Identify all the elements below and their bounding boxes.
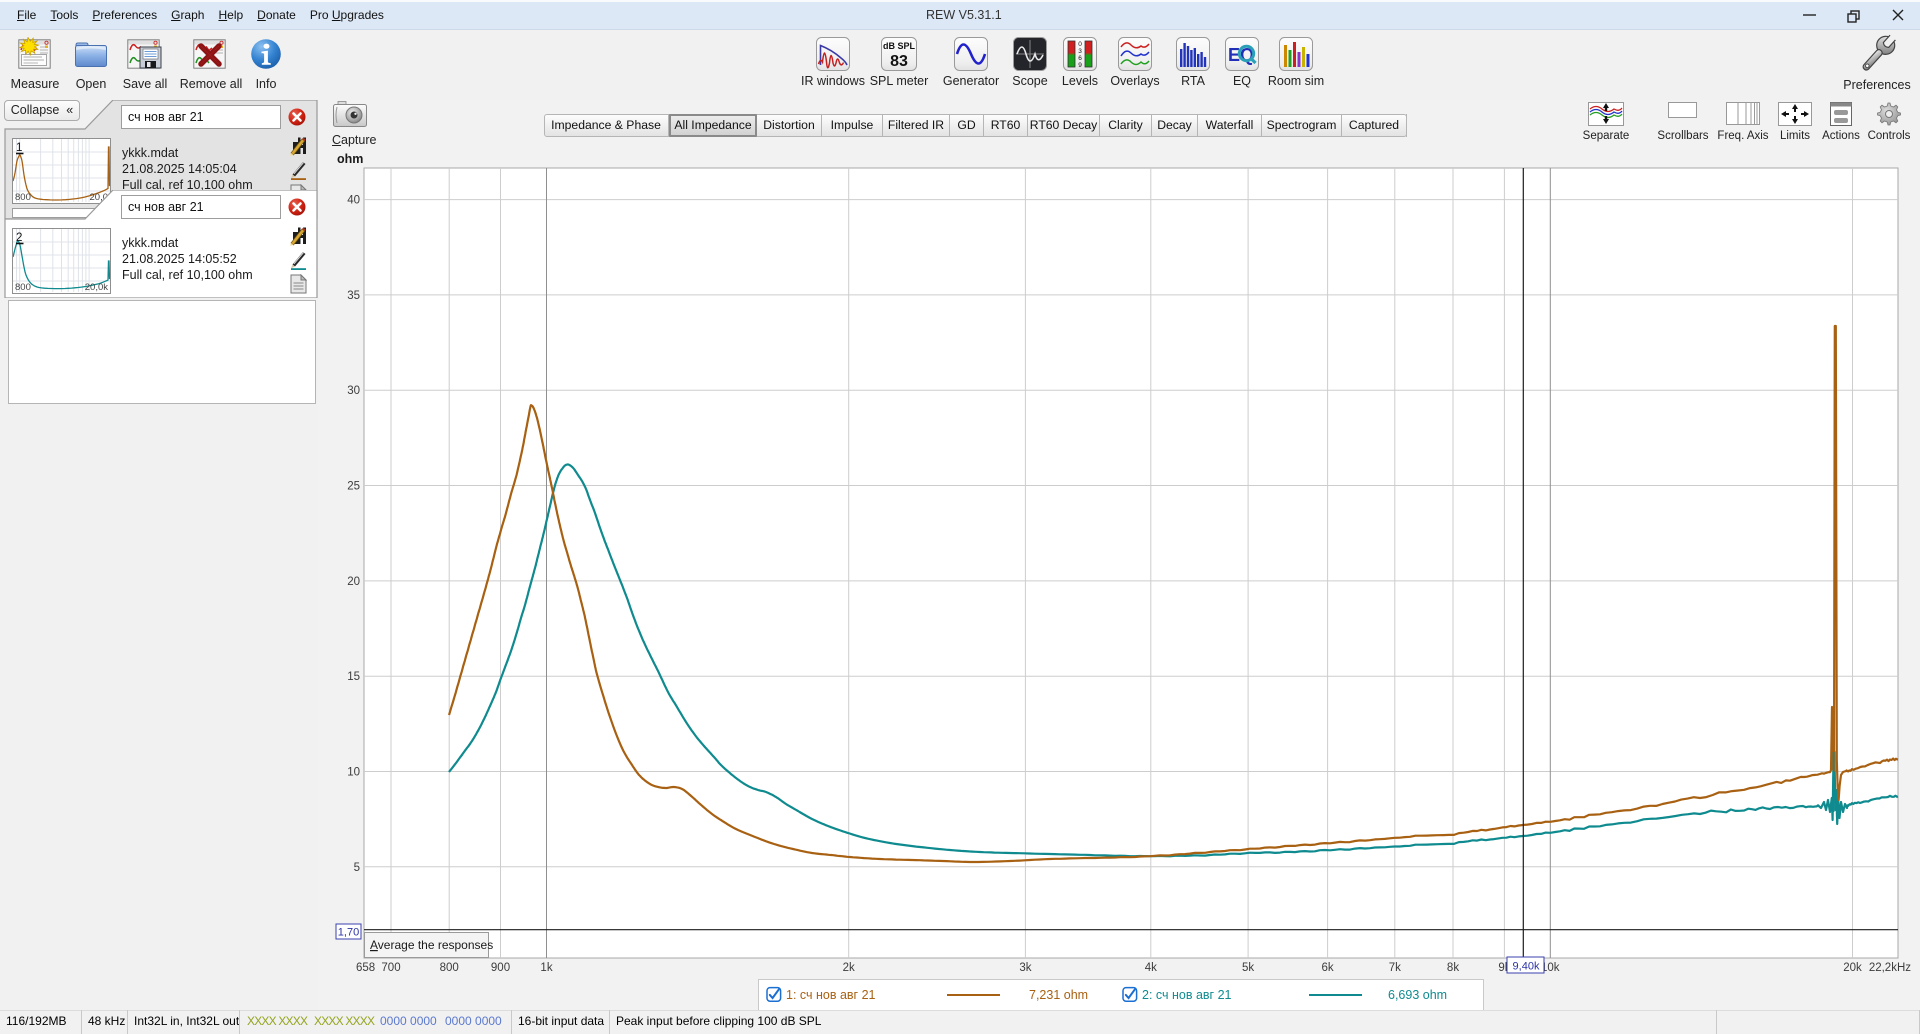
svg-text:9: 9 xyxy=(1078,62,1082,69)
svg-text:15: 15 xyxy=(347,671,360,683)
svg-text:8k: 8k xyxy=(1447,962,1459,974)
svg-text:1,70: 1,70 xyxy=(338,927,359,939)
svg-text:2: 2 xyxy=(16,232,22,244)
svg-text:3: 3 xyxy=(1078,48,1082,55)
svg-text:2k: 2k xyxy=(843,962,855,974)
svg-text:800: 800 xyxy=(15,192,31,203)
svg-text:5k: 5k xyxy=(1242,962,1254,974)
svg-text:9,40k: 9,40k xyxy=(1513,961,1540,973)
svg-text:ohm: ohm xyxy=(337,152,363,166)
svg-text:1: 1 xyxy=(16,142,22,154)
svg-text:20,0k: 20,0k xyxy=(85,282,108,293)
svg-text:10k: 10k xyxy=(1541,962,1560,974)
svg-text:700: 700 xyxy=(381,962,400,974)
svg-text:900: 900 xyxy=(491,962,510,974)
svg-text:20: 20 xyxy=(347,576,360,588)
svg-text:25: 25 xyxy=(347,481,360,493)
svg-text:0: 0 xyxy=(1078,41,1082,48)
svg-text:83: 83 xyxy=(890,53,908,70)
svg-text:E: E xyxy=(1228,45,1240,65)
svg-text:40: 40 xyxy=(347,195,360,207)
svg-text:4k: 4k xyxy=(1145,962,1157,974)
svg-text:658: 658 xyxy=(356,962,375,974)
svg-text:35: 35 xyxy=(347,290,360,302)
svg-text:22,2kHz: 22,2kHz xyxy=(1869,962,1911,974)
svg-text:20k: 20k xyxy=(1843,962,1862,974)
svg-text:800: 800 xyxy=(15,282,31,293)
svg-text:1k: 1k xyxy=(540,962,552,974)
svg-text:30: 30 xyxy=(347,385,360,397)
svg-text:20,0: 20,0 xyxy=(90,192,109,203)
svg-text:800: 800 xyxy=(440,962,459,974)
svg-text:3k: 3k xyxy=(1019,962,1031,974)
svg-text:6k: 6k xyxy=(1322,962,1334,974)
svg-text:6: 6 xyxy=(1078,55,1082,62)
svg-text:5: 5 xyxy=(354,862,360,874)
svg-text:Average the responses: Average the responses xyxy=(370,938,493,952)
svg-text:dB SPL: dB SPL xyxy=(883,41,916,51)
svg-text:7k: 7k xyxy=(1389,962,1401,974)
svg-text:10: 10 xyxy=(347,767,360,779)
